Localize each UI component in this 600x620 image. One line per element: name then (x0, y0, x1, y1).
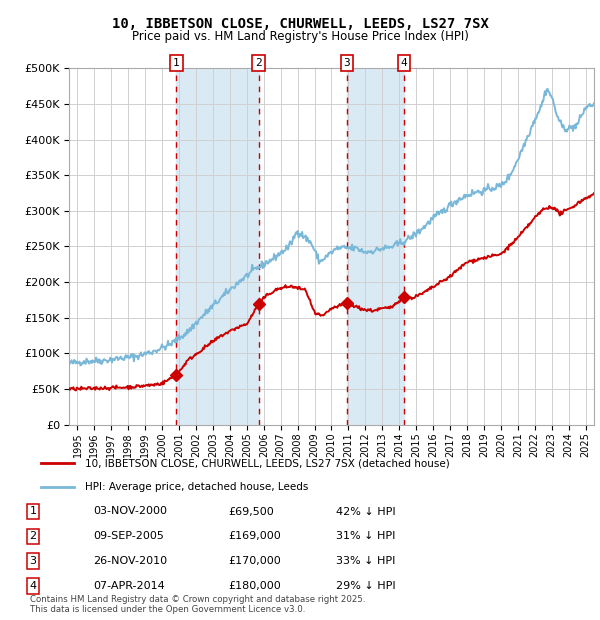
Text: This data is licensed under the Open Government Licence v3.0.: This data is licensed under the Open Gov… (30, 604, 305, 614)
Text: £169,000: £169,000 (228, 531, 281, 541)
Text: 42% ↓ HPI: 42% ↓ HPI (336, 507, 395, 516)
Text: 1: 1 (173, 58, 180, 68)
Text: 3: 3 (29, 556, 37, 566)
Text: 09-SEP-2005: 09-SEP-2005 (93, 531, 164, 541)
Text: £170,000: £170,000 (228, 556, 281, 566)
Text: 4: 4 (400, 58, 407, 68)
Text: 3: 3 (343, 58, 350, 68)
Bar (176, 68, 259, 425)
Text: 07-APR-2014: 07-APR-2014 (93, 581, 165, 591)
Text: 29% ↓ HPI: 29% ↓ HPI (336, 581, 395, 591)
Text: 26-NOV-2010: 26-NOV-2010 (93, 556, 167, 566)
Text: Price paid vs. HM Land Registry's House Price Index (HPI): Price paid vs. HM Land Registry's House … (131, 30, 469, 43)
Text: 10, IBBETSON CLOSE, CHURWELL, LEEDS, LS27 7SX: 10, IBBETSON CLOSE, CHURWELL, LEEDS, LS2… (112, 17, 488, 32)
Text: 1: 1 (29, 507, 37, 516)
Text: 2: 2 (29, 531, 37, 541)
Text: 4: 4 (29, 581, 37, 591)
Text: 33% ↓ HPI: 33% ↓ HPI (336, 556, 395, 566)
Text: £69,500: £69,500 (228, 507, 274, 516)
Text: 03-NOV-2000: 03-NOV-2000 (93, 507, 167, 516)
Bar (347, 68, 404, 425)
Text: Contains HM Land Registry data © Crown copyright and database right 2025.: Contains HM Land Registry data © Crown c… (30, 595, 365, 604)
Text: 31% ↓ HPI: 31% ↓ HPI (336, 531, 395, 541)
Text: 2: 2 (255, 58, 262, 68)
Text: £180,000: £180,000 (228, 581, 281, 591)
Text: HPI: Average price, detached house, Leeds: HPI: Average price, detached house, Leed… (85, 482, 308, 492)
Text: 10, IBBETSON CLOSE, CHURWELL, LEEDS, LS27 7SX (detached house): 10, IBBETSON CLOSE, CHURWELL, LEEDS, LS2… (85, 458, 449, 468)
